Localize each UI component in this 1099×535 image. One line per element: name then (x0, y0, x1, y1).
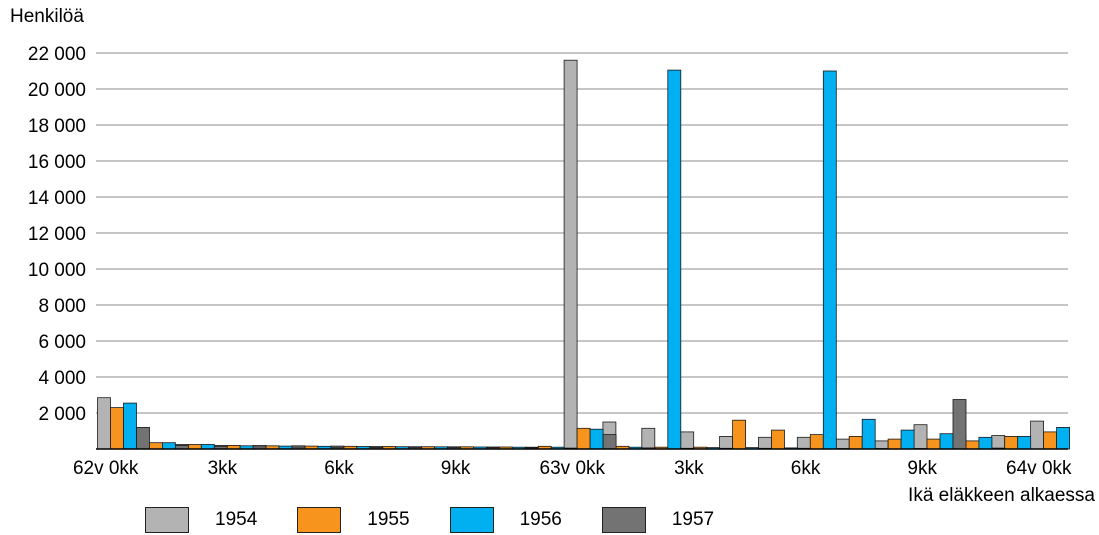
x-tick-label: 9kk (907, 458, 937, 479)
bar-1955-0 (110, 407, 124, 450)
bar-1956-19 (861, 418, 876, 450)
bar-1955-12 (576, 427, 591, 450)
legend-item-1954: 1954 (145, 507, 257, 533)
bar-1956-21 (939, 433, 954, 450)
bar-1954-15 (680, 431, 695, 450)
legend-item-1955: 1955 (297, 507, 410, 533)
legend-label-1956: 1956 (519, 509, 562, 530)
y-tick-label: 10 000 (28, 260, 86, 281)
x-axis-label: Ikä eläkkeen alkaessa (908, 485, 1095, 505)
bar-1955-16 (732, 419, 746, 450)
bar-1954-20 (874, 440, 889, 450)
y-tick-label: 18 000 (28, 116, 86, 137)
bar-1956-0 (123, 402, 137, 450)
bars (97, 59, 1070, 450)
y-tick-label: 2 000 (38, 404, 86, 425)
bar-1956-14 (667, 69, 682, 450)
y-tick-label: 4 000 (38, 368, 86, 389)
legend-label-1955: 1955 (367, 509, 410, 530)
bar-1957-12 (602, 434, 617, 450)
legend-label-1957: 1957 (671, 509, 715, 530)
y-tick-label: 8 000 (38, 296, 86, 317)
bar-1954-0 (97, 397, 111, 450)
bar-1954-14 (641, 427, 656, 450)
y-tick-labels: 2 000 4 000 6 000 8 000 10 000 12 000 14 000 16… (28, 44, 86, 425)
y-tick-label: 12 000 (28, 224, 86, 245)
y-tick-label: 16 000 (28, 152, 86, 173)
y-tick-label: 22 000 (28, 44, 86, 65)
bar-1955-21 (926, 438, 941, 450)
bar-1955-20 (887, 438, 902, 450)
bar-1954-17 (758, 436, 772, 450)
x-tick-label: 9kk (441, 458, 471, 479)
bar-1956-22 (978, 436, 993, 450)
bar-1956-24 (1056, 426, 1070, 450)
bar-1956-12 (589, 428, 604, 450)
legend-item-1957: 1957 (601, 507, 715, 533)
bar-1954-12 (563, 59, 578, 450)
bar-1955-17 (771, 429, 785, 450)
bar-1956-20 (900, 429, 915, 450)
bar-1954-21 (913, 424, 928, 450)
y-axis-label: Henkilöä (10, 6, 84, 27)
legend-swatch-1954 (145, 507, 189, 533)
bar-1954-16 (719, 435, 733, 450)
legend-swatch-1956 (449, 507, 494, 533)
bar-1954-19 (835, 438, 850, 450)
bar-1956-23 (1017, 435, 1032, 450)
legend-item-1956: 1956 (449, 507, 562, 533)
legend-label-1954: 1954 (215, 509, 258, 530)
legend: 1954 1955 1956 1957 (145, 505, 754, 535)
x-tick-label: 3kk (674, 458, 704, 479)
bar-1956-18 (822, 70, 837, 450)
bar-1955-1 (148, 442, 163, 450)
bar-1954-18 (796, 436, 811, 450)
y-tick-label: 20 000 (28, 80, 86, 101)
x-tick-label: 64v 0kk (1006, 458, 1072, 479)
bar-1954-23 (991, 435, 1006, 450)
bar-1955-22 (965, 440, 980, 450)
bar-1954-24 (1030, 420, 1044, 450)
bar-1957-0 (136, 426, 150, 450)
legend-swatch-1955 (297, 507, 342, 533)
x-tick-label: 62v 0kk (73, 458, 139, 479)
x-tick-label: 6kk (791, 458, 821, 479)
gridlines (96, 52, 1068, 414)
legend-swatch-1957 (601, 507, 646, 533)
bar-1955-23 (1004, 435, 1019, 450)
x-tick-label: 3kk (208, 458, 238, 479)
y-tick-label: 6 000 (38, 332, 86, 353)
x-tick-label: 6kk (324, 458, 354, 479)
bar-1955-18 (809, 434, 824, 450)
x-tick-label: 63v 0kk (540, 458, 606, 479)
bar-1956-1 (161, 442, 176, 450)
y-tick-label: 14 000 (28, 188, 86, 209)
bar-1955-19 (848, 435, 863, 450)
bar-chart: Henkilöä 2 000 4 000 6 000 8 000 10 000 12 00… (10, 6, 1095, 505)
bar-1955-24 (1043, 431, 1057, 450)
bar-1957-21 (952, 399, 967, 450)
x-tick-labels: 62v 0kk 3kk 6kk 9kk 63v 0kk 3kk 6kk 9kk 64v 0kk (73, 458, 1072, 479)
